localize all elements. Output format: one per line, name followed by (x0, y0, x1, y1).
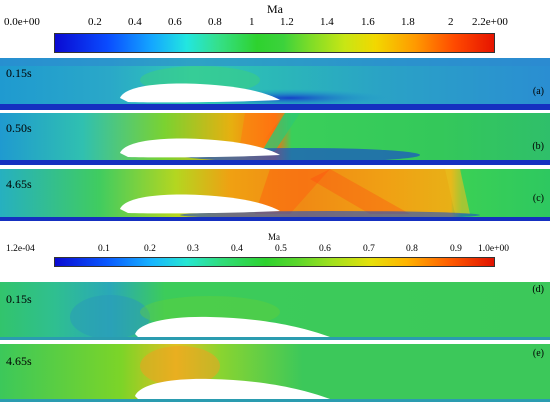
colorbar-top-tick: 2.2e+00 (472, 16, 508, 28)
panel-a: 0.15s (a) (0, 58, 550, 110)
colorbar-bottom-tick: 0.6 (319, 244, 331, 254)
colorbar-bottom-tick: 0.8 (406, 244, 418, 254)
contour-plot-e (0, 344, 550, 402)
panel-d: 0.15s (d) (0, 282, 550, 340)
panel-b: 0.50s (b) (0, 113, 550, 165)
panel-time-label: 0.15s (6, 292, 32, 306)
colorbar-bottom-tick: 0.3 (187, 244, 199, 254)
panel-c: 4.65s (c) (0, 169, 550, 221)
colorbar-top-tick: 1.2 (280, 16, 294, 28)
colorbar-top-tick: 1.6 (361, 16, 375, 28)
colorbar-bottom-tick: 0.4 (231, 244, 243, 254)
colorbar-top-tick: 0.8 (208, 16, 222, 28)
contour-plot-b (0, 113, 550, 165)
colorbar-top-tick: 0.0e+00 (4, 16, 40, 28)
colorbar-bottom-tick: 1.0e+00 (478, 244, 509, 254)
colorbar-bottom-title: Ma (268, 232, 280, 242)
panel-time-label: 0.15s (6, 66, 32, 80)
colorbar-bottom (54, 257, 495, 267)
colorbar-top-tick: 0.4 (128, 16, 142, 28)
panel-letter: (d) (532, 284, 544, 295)
panel-time-label: 4.65s (6, 354, 32, 368)
colorbar-bottom-tick: 0.1 (98, 244, 110, 254)
panel-time-label: 0.50s (6, 121, 32, 135)
colorbar-bottom-tick: 1.2e-04 (6, 244, 35, 254)
colorbar-bottom-tick: 0.2 (144, 244, 156, 254)
panel-letter: (e) (532, 348, 544, 359)
colorbar-top-title: Ma (267, 2, 283, 16)
colorbar-bottom-tick: 0.7 (363, 244, 375, 254)
colorbar-top-tick: 1.4 (320, 16, 334, 28)
colorbar-bottom-tick: 0.9 (450, 244, 462, 254)
colorbar-top-tick: 1.8 (401, 16, 415, 28)
panel-time-label: 4.65s (6, 177, 32, 191)
panel-letter: (b) (532, 141, 544, 152)
colorbar-bottom-tick: 0.5 (275, 244, 287, 254)
panel-letter: (a) (532, 86, 544, 97)
colorbar-top-tick: 0.2 (88, 16, 102, 28)
colorbar-top (54, 33, 495, 53)
contour-plot-a (0, 58, 550, 110)
panel-letter: (c) (532, 193, 544, 204)
contour-plot-c (0, 169, 550, 221)
contour-plot-d (0, 282, 550, 340)
colorbar-top-tick: 2 (448, 16, 454, 28)
colorbar-top-tick: 0.6 (168, 16, 182, 28)
colorbar-top-tick: 1 (249, 16, 255, 28)
panel-e: 4.65s (e) (0, 344, 550, 402)
